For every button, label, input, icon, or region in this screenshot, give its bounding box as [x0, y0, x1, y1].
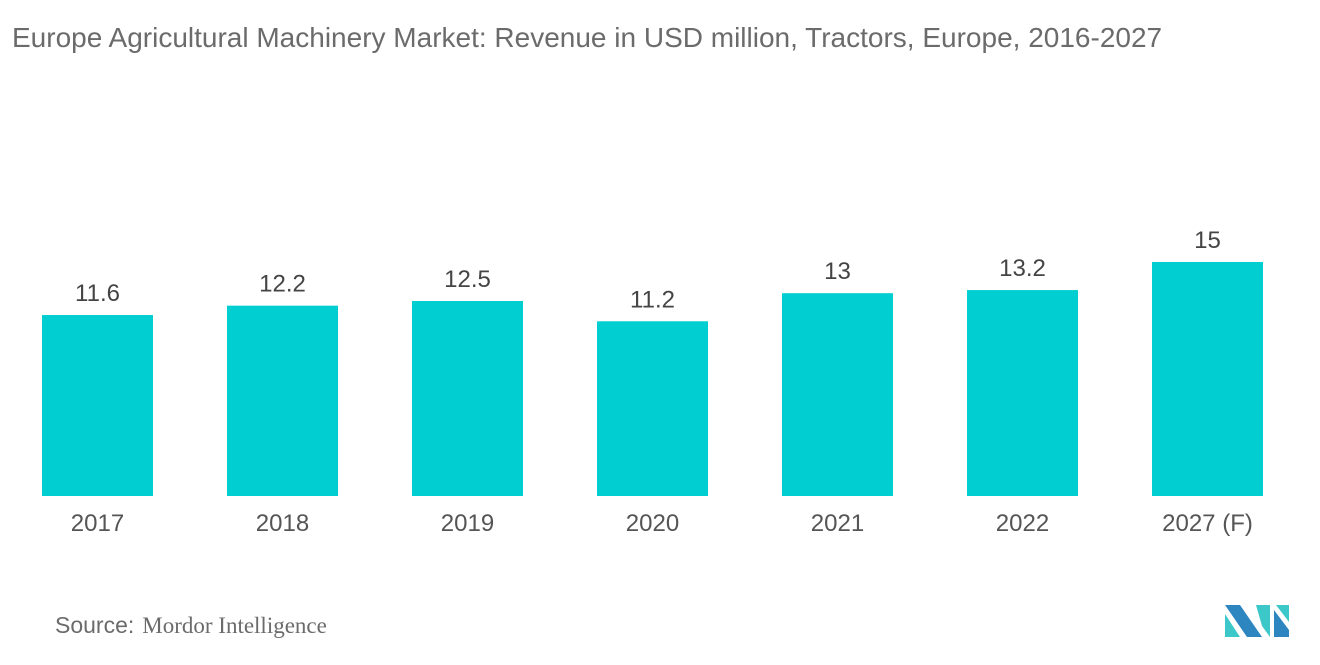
- bar-2021: [782, 293, 893, 496]
- x-tick-label: 2019: [441, 510, 494, 537]
- x-tick-label: 2018: [256, 510, 309, 537]
- data-label: 13.2: [999, 255, 1046, 282]
- source-label: Source:: [55, 612, 135, 638]
- x-tick-label: 2022: [996, 510, 1049, 537]
- bar-2022: [967, 290, 1078, 496]
- bar-2017: [42, 315, 153, 496]
- data-label: 13: [824, 258, 851, 285]
- x-tick-label: 2027 (F): [1162, 510, 1253, 537]
- source-line: Source: Mordor Intelligence: [55, 612, 327, 639]
- chart-title: Europe Agricultural Machinery Market: Re…: [12, 22, 1163, 53]
- data-label: 11.6: [75, 280, 120, 307]
- bar-2020: [597, 321, 708, 496]
- bar-2019: [412, 301, 523, 496]
- x-tick-label: 2017: [71, 510, 124, 537]
- x-tick-label: 2021: [811, 510, 864, 537]
- data-label: 12.5: [444, 266, 491, 293]
- x-tick-label: 2020: [626, 510, 679, 537]
- bar-2018: [227, 305, 338, 496]
- data-label: 15: [1194, 227, 1221, 254]
- data-label: 11.2: [630, 286, 675, 313]
- source-value: Mordor Intelligence: [142, 613, 327, 638]
- data-label: 12.2: [259, 271, 306, 298]
- bar-2027 (F): [1152, 262, 1263, 496]
